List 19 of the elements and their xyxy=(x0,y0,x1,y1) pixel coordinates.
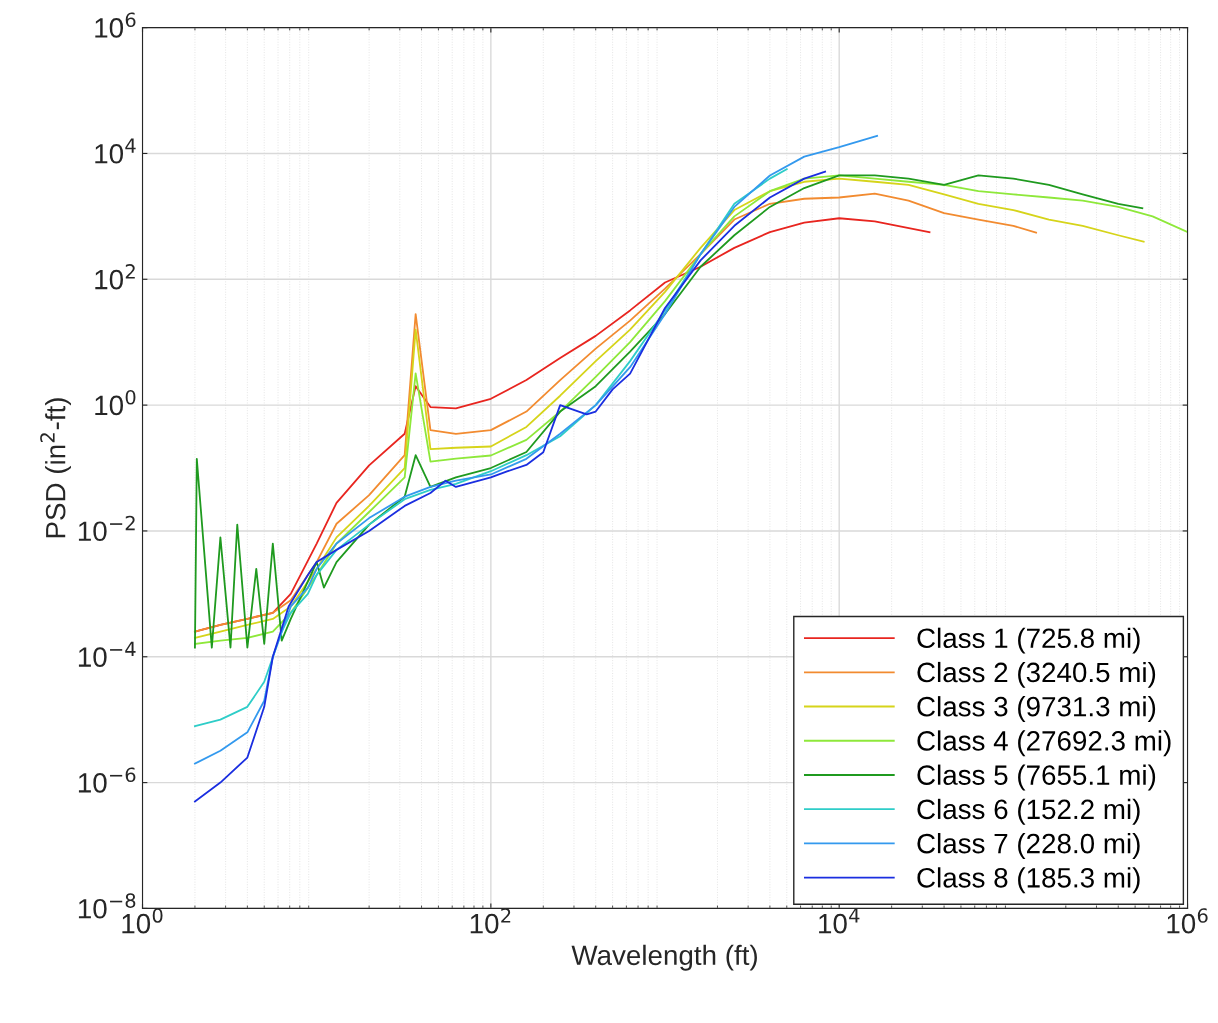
y-tick-label: 10$^{−6}$ xyxy=(78,767,136,793)
legend-label: Class 3 (9731.3 mi) xyxy=(917,696,1156,722)
x-tick-label: 10$^{4}$ xyxy=(819,908,860,934)
y-tick-label: 10$^{−2}$ xyxy=(78,515,135,542)
y-tick-label: 10$^{2}$ xyxy=(95,264,135,290)
x-tick-label: 10$^{6}$ xyxy=(1167,908,1208,934)
legend-label: Class 5 (7655.1 mi) xyxy=(917,764,1156,791)
y-axis-title: PSD (in$^{2}$-ft) xyxy=(40,398,71,538)
legend-label: Class 7 (228.0 mi) xyxy=(917,833,1140,859)
y-tick-label: 10$^{4}$ xyxy=(95,138,136,164)
x-axis-title: Wavelength (ft) xyxy=(571,944,757,971)
legend-label: Class 6 (152.2 mi) xyxy=(917,798,1140,825)
legend-label: Class 2 (3240.5 mi) xyxy=(917,661,1156,688)
legend-label: Class 4 (27692.3 mi) xyxy=(917,730,1171,757)
y-tick-label: 10$^{6}$ xyxy=(95,12,136,38)
y-tick-label: 10$^{0}$ xyxy=(95,389,136,416)
legend-label: Class 1 (725.8 mi) xyxy=(917,627,1140,654)
legend-label: Class 8 (185.3 mi) xyxy=(917,867,1140,894)
y-tick-label: 10$^{−4}$ xyxy=(78,641,136,667)
